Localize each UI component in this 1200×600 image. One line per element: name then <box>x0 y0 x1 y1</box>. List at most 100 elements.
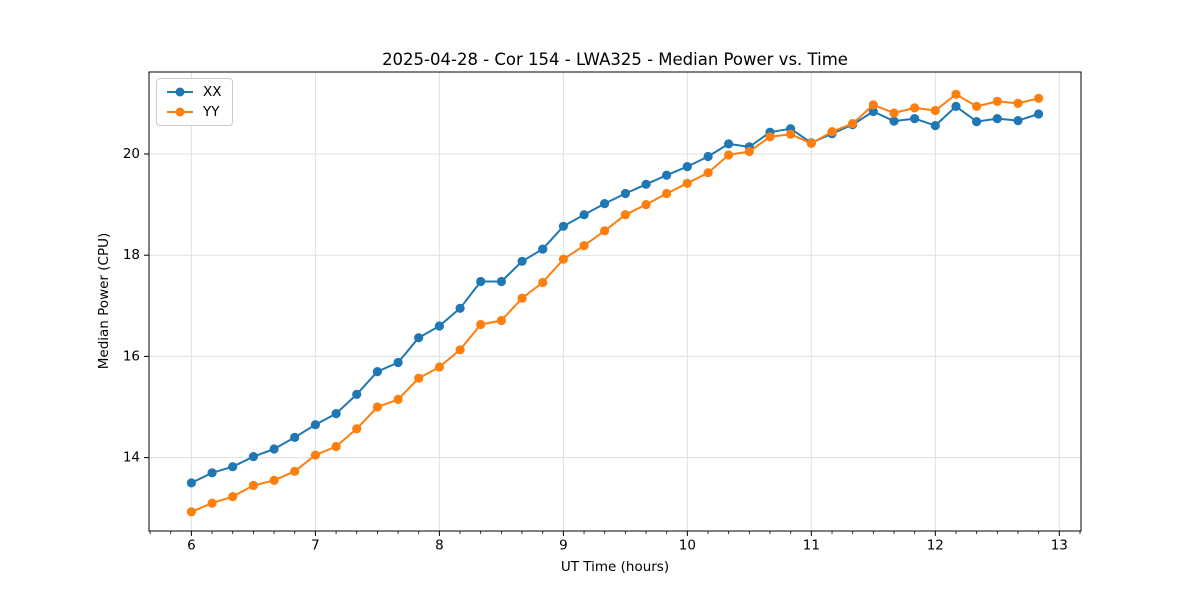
x-tick-label: 10 <box>679 538 696 554</box>
series-yy-marker <box>620 210 631 220</box>
series-xx-marker <box>248 452 258 462</box>
series-yy-marker <box>868 100 878 110</box>
series-xx-marker <box>972 117 982 127</box>
series-xx-marker <box>496 276 506 287</box>
series-yy-marker <box>434 362 444 372</box>
series-yy-marker <box>517 293 527 303</box>
x-tick-label: 12 <box>927 538 944 554</box>
series-yy-marker <box>476 319 486 330</box>
series-yy-marker <box>910 103 920 113</box>
series-yy-marker <box>1034 93 1044 103</box>
series-xx-marker <box>393 357 403 368</box>
y-tick-label: 18 <box>123 247 140 263</box>
legend-label-xx: XX <box>203 84 222 100</box>
series-yy-marker <box>331 441 341 452</box>
series-yy-marker <box>352 424 362 434</box>
series-xx-marker <box>1013 116 1023 126</box>
series-yy-marker <box>889 108 899 118</box>
series-xx-marker <box>992 114 1002 124</box>
series-xx-marker <box>868 106 878 117</box>
series-yy-marker <box>228 492 238 502</box>
series-xx-marker <box>724 139 734 149</box>
series-yy-marker <box>992 96 1002 106</box>
series-yy-marker <box>744 146 754 157</box>
series-xx-marker <box>1034 109 1044 119</box>
series-yy-marker <box>186 507 196 517</box>
legend-swatch-yy-icon <box>167 107 193 117</box>
x-tick-label: 7 <box>311 538 320 554</box>
series-xx-marker <box>434 321 444 331</box>
series-yy-marker <box>600 226 610 236</box>
series-yy-marker <box>310 450 320 460</box>
series-xx-marker <box>600 199 610 209</box>
series-xx-marker <box>517 256 527 266</box>
chart-title: 2025-04-28 - Cor 154 - LWA325 - Median P… <box>382 50 848 69</box>
series-xx-marker <box>951 101 961 111</box>
series-xx-marker <box>372 367 382 377</box>
series-yy-marker <box>558 254 569 264</box>
series-xx-marker <box>889 116 899 126</box>
y-tick-label: 16 <box>123 348 140 364</box>
legend-item-yy: YY <box>165 104 222 120</box>
y-tick-label: 20 <box>123 146 140 162</box>
series-xx-marker <box>269 444 279 454</box>
series-yy-marker <box>1013 98 1023 108</box>
series-yy-marker <box>414 373 424 383</box>
series-xx-marker <box>620 188 631 199</box>
series-yy-marker <box>496 315 506 326</box>
series-xx-marker <box>476 276 486 287</box>
series-xx-marker <box>455 303 465 313</box>
x-tick-label: 8 <box>435 538 444 554</box>
series-yy-marker <box>538 277 548 288</box>
series-xx-marker <box>930 121 940 131</box>
series-yy-marker <box>682 178 692 188</box>
series-yy-marker <box>827 127 837 137</box>
series-xx-marker <box>228 462 238 472</box>
series-xx-marker <box>310 420 320 430</box>
series-xx-marker <box>682 162 692 172</box>
series-xx-marker <box>703 151 713 162</box>
series-xx-marker <box>186 478 196 488</box>
legend-label-yy: YY <box>203 104 220 120</box>
series-yy-marker <box>579 241 589 251</box>
series-xx-marker <box>662 170 672 180</box>
series-xx-marker <box>331 409 341 419</box>
series-yy-marker <box>765 132 775 142</box>
series-yy-marker <box>269 475 279 485</box>
series-xx-marker <box>290 432 300 442</box>
series-yy-marker <box>806 138 816 148</box>
series-yy-marker <box>662 188 672 199</box>
series-xx-marker <box>910 114 920 124</box>
x-tick-label: 13 <box>1051 538 1068 554</box>
series-yy-marker <box>455 345 465 355</box>
series-yy-marker <box>207 498 217 508</box>
series-xx-marker <box>352 389 362 399</box>
series-yy-marker <box>703 168 713 178</box>
series-xx-marker <box>641 179 651 189</box>
series-yy-marker <box>930 105 940 116</box>
x-tick-label: 6 <box>187 538 196 554</box>
series-yy-marker <box>786 129 796 139</box>
series-yy-marker <box>848 119 858 129</box>
series-yy-marker <box>641 200 651 210</box>
legend-swatch-xx-icon <box>167 87 193 97</box>
series-yy-marker <box>290 466 300 476</box>
series-xx-marker <box>579 210 589 220</box>
plot-box <box>148 71 1082 532</box>
series-yy-marker <box>951 89 961 99</box>
x-tick-label: 9 <box>559 538 568 554</box>
x-tick-label: 11 <box>803 538 820 554</box>
series-xx-marker <box>538 244 548 254</box>
series-yy-marker <box>248 480 258 491</box>
series-xx-marker <box>558 221 569 231</box>
legend-item-xx: XX <box>165 84 222 100</box>
series-yy-marker <box>972 101 982 111</box>
series-yy-marker <box>724 150 734 160</box>
legend: XX YY <box>156 78 233 126</box>
series-yy-marker <box>372 402 382 412</box>
series-yy-marker <box>393 394 403 404</box>
series-xx-marker <box>207 468 217 478</box>
y-tick-label: 14 <box>123 450 140 466</box>
